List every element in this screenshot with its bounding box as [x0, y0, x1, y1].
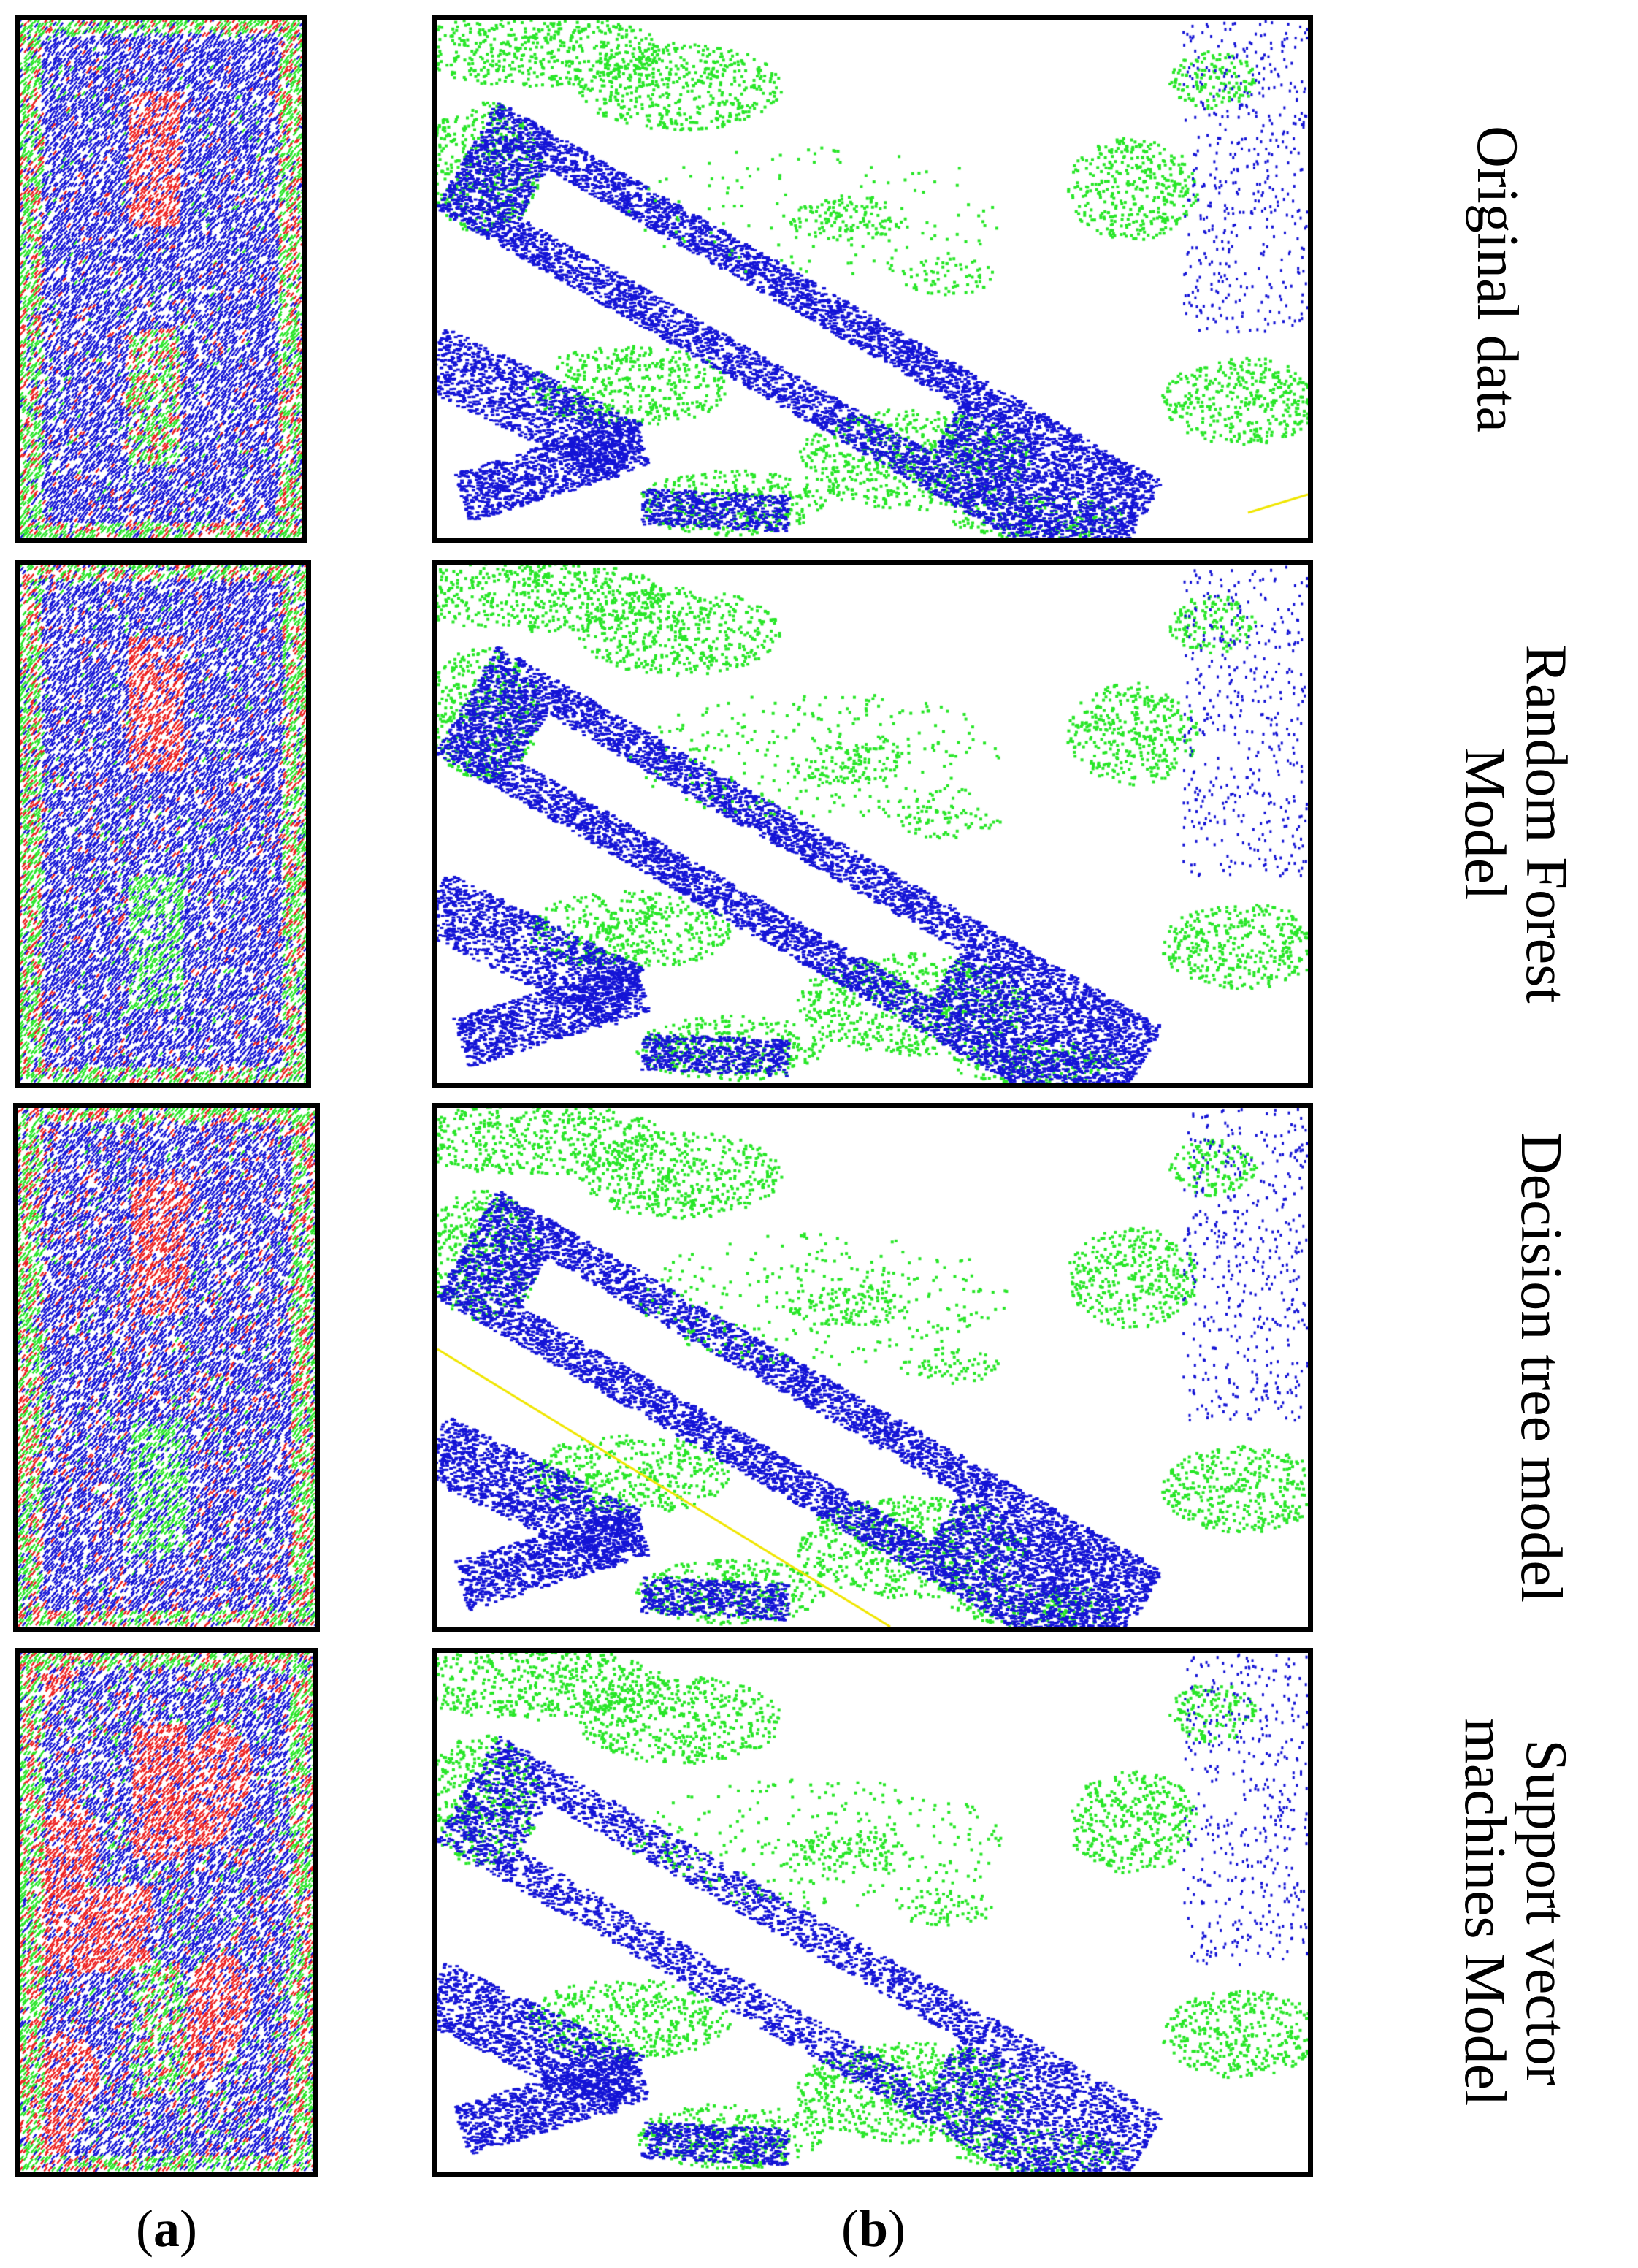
caption-open-paren: (: [136, 2199, 153, 2258]
caption-letter: a: [153, 2199, 180, 2258]
top-view-point-cloud-svm: [20, 1653, 313, 2172]
perspective-point-cloud-original: [437, 20, 1308, 538]
caption-close-paren: ): [888, 2199, 906, 2258]
perspective-point-cloud-svm: [437, 1653, 1308, 2172]
panel-b-svm: [432, 1648, 1313, 2177]
panel-a-svm: [15, 1648, 318, 2177]
row-label-line: Decision tree model: [1509, 1131, 1573, 1603]
row-label-line: machines Model: [1453, 1718, 1517, 2107]
row-label-line: Original data: [1465, 126, 1529, 432]
perspective-point-cloud-decision-tree: [437, 1108, 1308, 1627]
caption-close-paren: ): [180, 2199, 197, 2258]
panel-b-decision-tree: [432, 1103, 1313, 1632]
row-label-decision-tree: Decision tree model: [1464, 1104, 1618, 1630]
row-label-line: Support vector: [1514, 1739, 1578, 2085]
row-label-line: Model: [1453, 747, 1517, 901]
panel-b-random-forest: [432, 560, 1313, 1088]
row-label-random-forest: Random Forest Model: [1439, 561, 1592, 1087]
panel-a-random-forest: [15, 560, 311, 1088]
top-view-point-cloud-original: [20, 20, 302, 538]
panel-a-decision-tree: [13, 1103, 320, 1632]
caption-b: (b): [841, 2199, 906, 2259]
panel-a-original-data: [15, 15, 307, 543]
top-view-point-cloud-decision-tree: [18, 1108, 315, 1627]
caption-a: (a): [136, 2199, 197, 2259]
row-label-line: Random Forest: [1514, 644, 1578, 1004]
caption-open-paren: (: [841, 2199, 859, 2258]
perspective-point-cloud-random-forest: [437, 565, 1308, 1083]
caption-letter: b: [858, 2199, 889, 2258]
row-label-original-data: Original data: [1420, 16, 1574, 542]
row-label-svm: Support vector machines Model: [1439, 1649, 1592, 2175]
top-view-point-cloud-random-forest: [20, 565, 306, 1083]
panel-b-original-data: [432, 15, 1313, 543]
